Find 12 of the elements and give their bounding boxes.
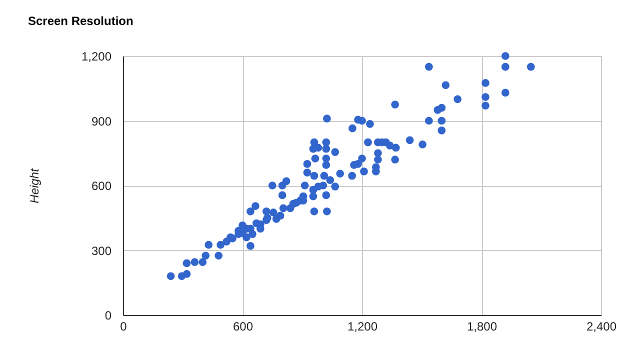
x-tick-label: 1,800: [466, 320, 498, 334]
x-tick-label: 2,400: [586, 320, 617, 334]
x-tick-label: 0: [120, 320, 128, 334]
y-tick-label: 300: [91, 244, 112, 258]
y-tick-label: 600: [91, 179, 112, 193]
x-tick-label: 600: [232, 320, 254, 334]
chart-title: Screen Resolution: [28, 14, 134, 28]
y-tick-label: 1,200: [81, 50, 112, 64]
x-tick-label: 1,200: [347, 320, 378, 334]
y-tick-label: 900: [91, 114, 112, 128]
y-tick-label: 0: [104, 308, 112, 322]
y-axis-title: Height: [27, 168, 42, 204]
